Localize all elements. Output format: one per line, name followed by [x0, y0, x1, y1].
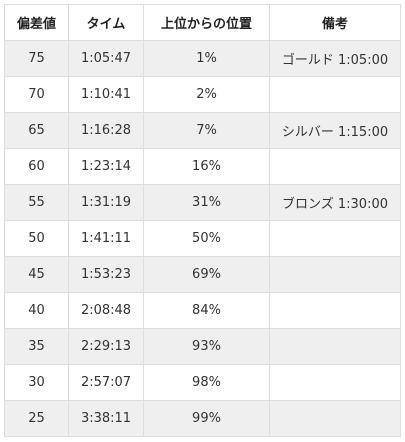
- notes-cell: ゴールド 1:05:00: [269, 40, 401, 77]
- notes-cell: ブロンズ 1:30:00: [269, 184, 401, 221]
- time-cell: 1:05:47: [68, 40, 144, 77]
- table-row: 60 1:23:14 16%: [4, 148, 401, 185]
- rank-position-cell: 84%: [143, 292, 270, 329]
- header-rank-position: 上位からの位置: [143, 4, 270, 41]
- time-cell: 3:38:11: [68, 400, 144, 437]
- time-cell: 2:57:07: [68, 364, 144, 401]
- table-row: 65 1:16:28 7% シルバー 1:15:00: [4, 112, 401, 149]
- time-cell: 1:10:41: [68, 76, 144, 113]
- rank-position-cell: 50%: [143, 220, 270, 257]
- rank-position-cell: 99%: [143, 400, 270, 437]
- notes-cell: [269, 148, 401, 185]
- deviation-cell: 45: [4, 256, 69, 293]
- time-cell: 1:53:23: [68, 256, 144, 293]
- table-row: 75 1:05:47 1% ゴールド 1:05:00: [4, 40, 401, 77]
- notes-cell: [269, 328, 401, 365]
- rank-position-cell: 16%: [143, 148, 270, 185]
- deviation-cell: 50: [4, 220, 69, 257]
- rank-position-cell: 2%: [143, 76, 270, 113]
- notes-cell: シルバー 1:15:00: [269, 112, 401, 149]
- time-cell: 1:31:19: [68, 184, 144, 221]
- table-row: 45 1:53:23 69%: [4, 256, 401, 293]
- deviation-cell: 75: [4, 40, 69, 77]
- table-header: 偏差値 タイム 上位からの位置 備考: [4, 4, 401, 41]
- rank-position-cell: 93%: [143, 328, 270, 365]
- table-row: 50 1:41:11 50%: [4, 220, 401, 257]
- rank-position-cell: 31%: [143, 184, 270, 221]
- table-body: 75 1:05:47 1% ゴールド 1:05:00 70 1:10:41 2% 65 1:16…: [4, 40, 401, 437]
- notes-cell: [269, 400, 401, 437]
- rank-position-cell: 7%: [143, 112, 270, 149]
- time-cell: 2:29:13: [68, 328, 144, 365]
- rank-position-cell: 69%: [143, 256, 270, 293]
- rank-position-cell: 98%: [143, 364, 270, 401]
- table-row: 30 2:57:07 98%: [4, 364, 401, 401]
- deviation-cell: 40: [4, 292, 69, 329]
- time-cell: 1:16:28: [68, 112, 144, 149]
- notes-cell: [269, 364, 401, 401]
- deviation-cell: 35: [4, 328, 69, 365]
- rank-position-cell: 1%: [143, 40, 270, 77]
- score-time-table: 偏差値 タイム 上位からの位置 備考 75 1:05:47 1% ゴールド 1:05:…: [4, 4, 401, 437]
- time-cell: 2:08:48: [68, 292, 144, 329]
- table-row: 40 2:08:48 84%: [4, 292, 401, 329]
- notes-cell: [269, 76, 401, 113]
- header-time: タイム: [68, 4, 144, 41]
- notes-cell: [269, 220, 401, 257]
- table-row: 55 1:31:19 31% ブロンズ 1:30:00: [4, 184, 401, 221]
- header-notes: 備考: [269, 4, 401, 41]
- deviation-cell: 60: [4, 148, 69, 185]
- table-row: 70 1:10:41 2%: [4, 76, 401, 113]
- time-cell: 1:23:14: [68, 148, 144, 185]
- deviation-cell: 70: [4, 76, 69, 113]
- deviation-cell: 30: [4, 364, 69, 401]
- deviation-cell: 55: [4, 184, 69, 221]
- header-row: 偏差値 タイム 上位からの位置 備考: [4, 4, 401, 41]
- table-row: 25 3:38:11 99%: [4, 400, 401, 437]
- deviation-cell: 65: [4, 112, 69, 149]
- deviation-cell: 25: [4, 400, 69, 437]
- notes-cell: [269, 292, 401, 329]
- table-row: 35 2:29:13 93%: [4, 328, 401, 365]
- header-deviation: 偏差値: [4, 4, 69, 41]
- time-cell: 1:41:11: [68, 220, 144, 257]
- notes-cell: [269, 256, 401, 293]
